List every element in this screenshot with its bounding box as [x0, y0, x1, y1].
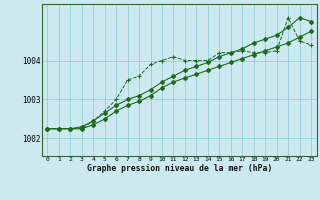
X-axis label: Graphe pression niveau de la mer (hPa): Graphe pression niveau de la mer (hPa) [87, 164, 272, 173]
